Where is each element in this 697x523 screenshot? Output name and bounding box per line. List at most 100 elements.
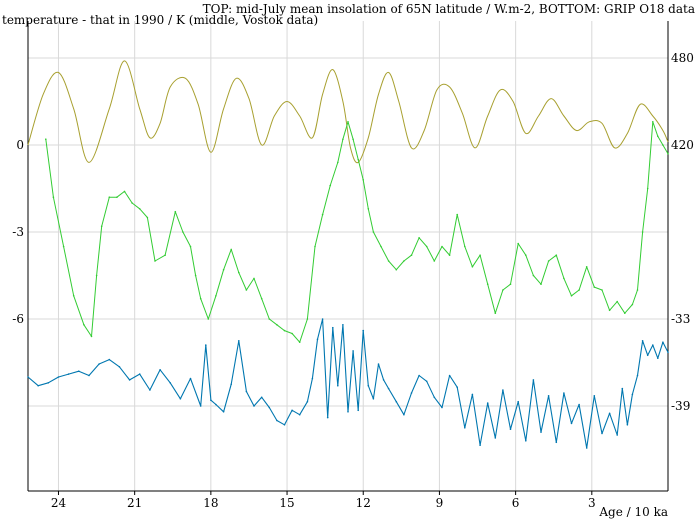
data-point-grip [118,366,121,368]
data-point-grip [326,416,329,419]
data-point-grip [502,389,504,391]
data-point-grip [646,354,649,357]
data-point-grip [593,395,596,397]
x-tick-label: 18 [203,496,218,510]
data-point-grip [316,338,319,341]
data-point-vostok [387,260,390,262]
data-point-grip [494,437,497,439]
data-point-vostok [667,152,669,155]
data-point-vostok [154,260,156,262]
data-point-vostok [314,245,316,248]
right-tick-label: -39 [671,399,690,413]
data-point-vostok [631,303,634,306]
data-point-vostok [182,231,184,233]
data-point-vostok [238,271,240,274]
data-point-grip [253,405,255,407]
data-point-grip [205,344,207,346]
data-point-vostok [479,254,481,256]
data-point-vostok [123,190,126,193]
data-point-vostok [268,318,271,320]
data-point-grip [128,379,131,381]
data-point-vostok [471,266,474,268]
data-point-grip [342,324,344,326]
data-point-vostok [253,277,255,280]
data-point-vostok [352,138,354,140]
data-point-vostok [652,121,654,123]
data-point-grip [464,427,466,429]
data-point-grip [532,379,535,381]
data-point-grip [238,340,240,342]
data-point-vostok [585,266,588,268]
data-point-vostok [306,318,309,320]
x-tick-label: 15 [279,496,294,510]
data-point-grip [108,358,111,361]
data-point-grip [410,392,413,394]
x-tick-label: 9 [436,496,444,510]
data-point-grip [230,383,232,386]
data-point-grip [27,376,29,378]
data-point-grip [67,373,70,375]
data-point-vostok [194,274,197,277]
data-point-grip [47,382,50,384]
right-tick-label: 480 [671,51,694,65]
left-axis-label: temperature - that in 1990 / K (middle, … [2,13,318,27]
data-point-vostok [298,341,301,344]
data-point-grip [403,413,405,416]
data-point-vostok [441,245,443,248]
data-point-vostok [570,295,573,297]
data-point-grip [159,369,161,371]
data-point-grip [362,329,365,332]
data-point-grip [189,377,192,380]
data-point-grip [306,400,309,403]
data-point-vostok [245,289,248,291]
data-point-grip [525,440,527,442]
data-point-vostok [448,254,451,256]
data-point-grip [563,392,565,394]
left-tick-label: -6 [12,312,24,326]
data-point-grip [608,412,611,415]
data-point-grip [395,400,398,403]
data-point-vostok [532,274,535,277]
right-tick-label: 420 [671,138,694,152]
data-point-vostok [641,231,644,233]
data-point-vostok [207,318,210,320]
data-point-grip [367,384,370,387]
data-point-grip [260,396,263,399]
data-point-grip [667,351,669,354]
data-point-vostok [395,268,398,271]
data-point-vostok [45,138,47,140]
data-point-vostok [624,312,626,315]
data-point-grip [471,393,474,396]
data-point-grip [621,387,624,390]
data-point-grip [626,424,629,426]
data-point-vostok [494,312,497,315]
data-point-grip [641,340,644,342]
data-point-vostok [403,260,405,262]
data-point-grip [418,374,420,377]
data-point-vostok [547,260,550,262]
data-point-grip [352,350,354,352]
data-point-vostok [108,196,111,198]
grid [28,21,668,491]
data-point-vostok [517,242,519,245]
data-point-grip [631,393,634,396]
data-point-grip [601,432,603,435]
data-point-grip [547,395,550,397]
data-point-vostok [563,277,565,280]
data-point-grip [268,406,271,409]
data-point-vostok [83,324,85,326]
data-point-vostok [52,196,55,198]
data-point-grip [540,431,542,433]
data-point-grip [283,424,286,426]
data-point-vostok [260,297,263,300]
data-point-grip [657,357,659,360]
left-tick-label: 0 [16,138,24,152]
data-point-vostok [72,295,75,297]
data-point-vostok [486,283,489,286]
data-point-vostok [525,254,527,256]
data-point-grip [321,318,324,320]
data-point-grip [276,419,278,422]
data-point-grip [456,386,459,389]
data-point-grip [555,441,558,444]
data-point-vostok [578,289,580,291]
